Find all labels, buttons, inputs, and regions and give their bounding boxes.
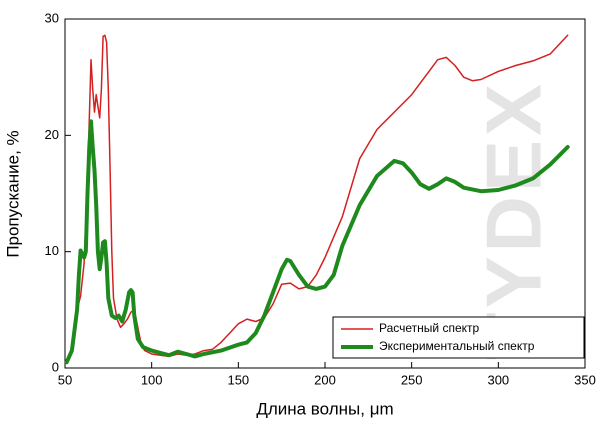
x-tick-label: 50 xyxy=(58,372,72,387)
x-tick-label: 300 xyxy=(487,372,509,387)
legend-label: Экспериментальный спектр xyxy=(379,339,535,353)
x-tick-label: 350 xyxy=(574,372,596,387)
x-tick-label: 150 xyxy=(227,372,249,387)
x-axis-label: Длина волны, μm xyxy=(256,399,393,418)
watermark: TYDEX xyxy=(470,80,558,360)
y-tick-label: 30 xyxy=(45,10,59,25)
x-tick-label: 250 xyxy=(401,372,423,387)
legend-label: Расчетный спектр xyxy=(379,321,480,335)
y-tick-label: 0 xyxy=(52,359,59,374)
x-tick-label: 100 xyxy=(141,372,163,387)
x-tick-label: 200 xyxy=(314,372,336,387)
y-axis-label: Пропускание, % xyxy=(3,130,22,257)
legend-box xyxy=(332,316,585,359)
y-tick-label: 10 xyxy=(45,243,59,258)
series-line xyxy=(64,119,570,365)
y-tick-label: 20 xyxy=(45,127,59,142)
